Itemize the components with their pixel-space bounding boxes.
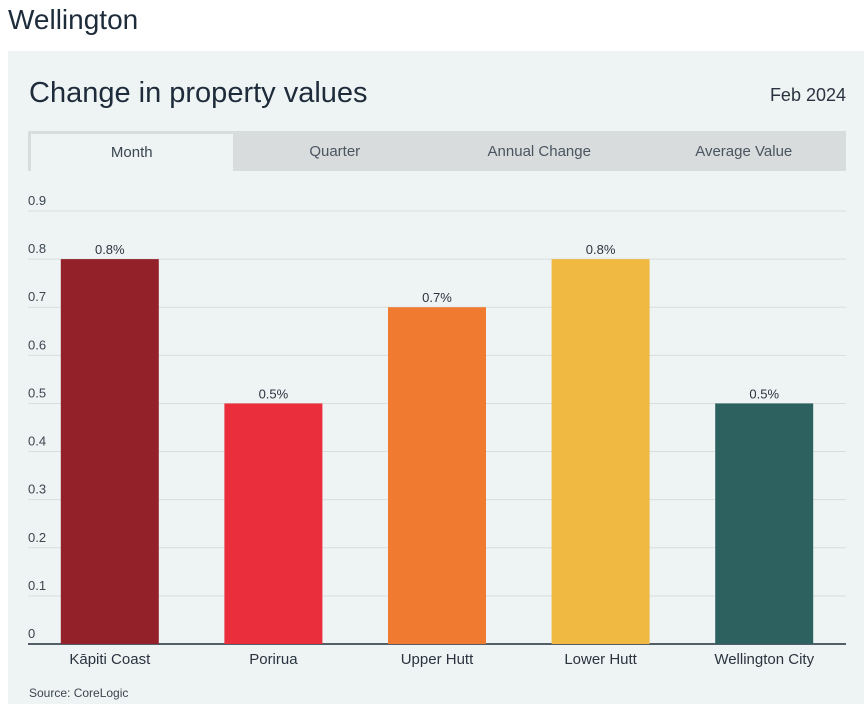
y-tick-label: 0.8 <box>28 241 46 256</box>
chart-card: Change in property values Feb 2024 Month… <box>8 51 864 704</box>
bar <box>715 403 814 644</box>
bar <box>551 259 650 644</box>
x-tick-label: Wellington City <box>714 651 814 668</box>
tab-quarter[interactable]: Quarter <box>309 142 361 160</box>
x-tick-label: Upper Hutt <box>401 651 474 668</box>
y-tick-label: 0.6 <box>28 337 46 352</box>
tab-bar: Month Quarter Annual Change Average Valu… <box>28 131 846 171</box>
y-tick-label: 0.1 <box>28 578 46 593</box>
y-tick-label: 0.4 <box>28 434 46 449</box>
tab-month[interactable]: Month <box>28 131 233 171</box>
bar <box>224 403 323 644</box>
x-tick-label: Lower Hutt <box>564 651 637 668</box>
region-title: Wellington <box>8 4 139 35</box>
bar-chart: 0 0.1 0.2 0.3 0.4 0.5 0.6 0.7 0.8 0.9 0.8% Kāpiti C… <box>28 193 846 668</box>
x-tick-label: Kāpiti Coast <box>69 651 151 668</box>
y-tick-label: 0.2 <box>28 530 46 545</box>
tab-average-value[interactable]: Average Value <box>695 142 793 160</box>
tab-annual-change[interactable]: Annual Change <box>487 142 591 160</box>
data-label: 0.5% <box>259 386 289 401</box>
y-tick-label: 0.9 <box>28 193 46 208</box>
data-label: 0.5% <box>749 386 779 401</box>
y-tick-label: 0 <box>28 626 35 641</box>
x-tick-label: Porirua <box>249 651 298 668</box>
bar <box>388 307 486 644</box>
chart-title: Change in property values <box>29 77 368 109</box>
y-tick-label: 0.3 <box>28 482 46 497</box>
y-tick-label: 0.5 <box>28 385 46 400</box>
source-note: Source: CoreLogic <box>29 686 129 700</box>
y-tick-label: 0.7 <box>28 289 46 304</box>
data-label: 0.7% <box>422 290 452 305</box>
data-label: 0.8% <box>586 242 616 257</box>
data-label: 0.8% <box>95 242 125 257</box>
chart-date: Feb 2024 <box>769 85 846 105</box>
bar <box>60 259 159 644</box>
